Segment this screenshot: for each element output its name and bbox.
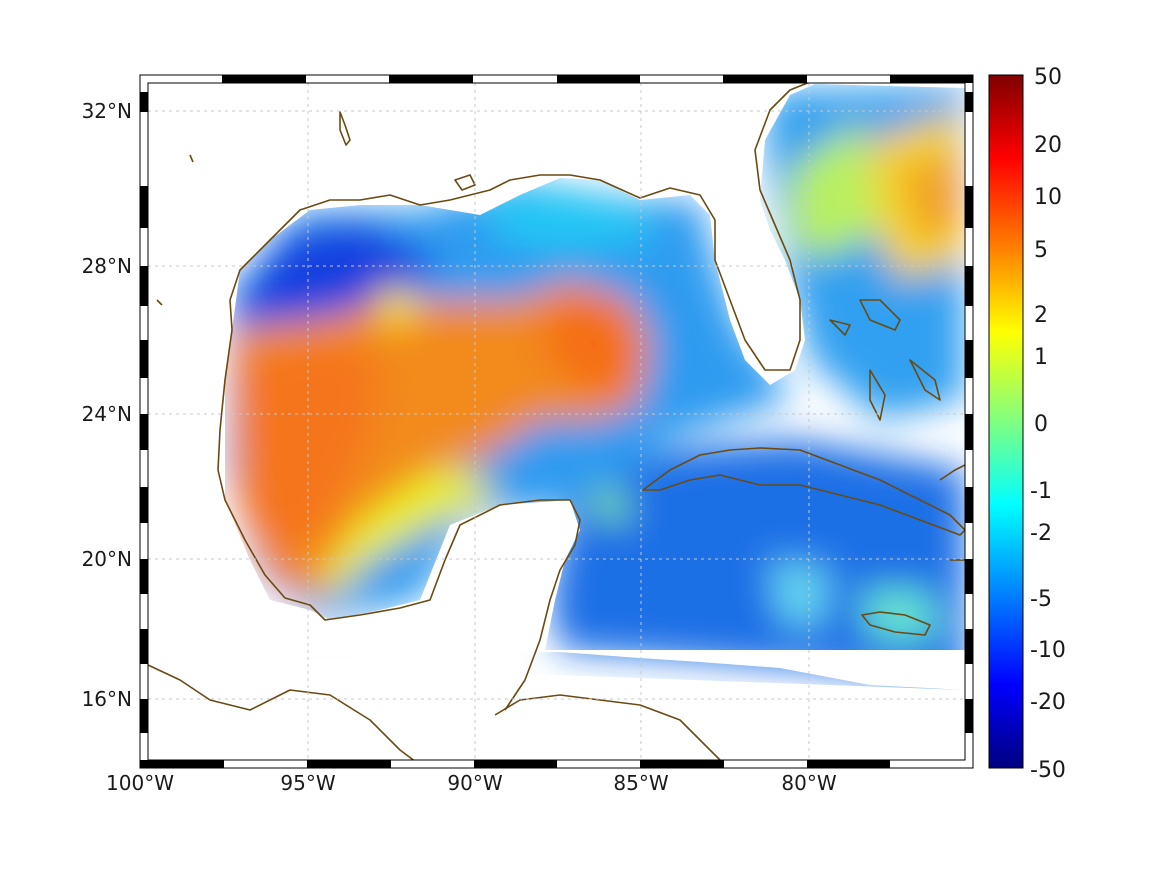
lon-tick-label: 80°W [781, 771, 836, 795]
lon-tick-label: 85°W [613, 771, 668, 795]
colorbar-label: -20 [1030, 690, 1066, 715]
colorbar: 50 20 10 5 2 1 0 -1 -2 -5 -10 -20 -50 [988, 65, 1066, 783]
colorbar-label: -5 [1030, 587, 1052, 612]
graticule [148, 83, 965, 760]
colorbar-label: -10 [1030, 638, 1066, 663]
colorbar-label: 1 [1034, 345, 1048, 370]
lat-tick-label: 28°N [82, 254, 132, 278]
colorbar-label: 20 [1034, 133, 1062, 158]
coastline [148, 83, 965, 760]
lat-tick-label: 32°N [82, 99, 132, 123]
lat-tick-labels: 32°N 28°N 24°N 20°N 16°N [82, 99, 132, 711]
lon-tick-label: 100°W [106, 771, 174, 795]
land-mask [148, 83, 965, 760]
lon-tick-labels: 100°W 95°W 90°W 85°W 80°W [106, 771, 837, 795]
map-frame [139, 74, 974, 769]
colorbar-label: -1 [1030, 479, 1052, 504]
colorbar-label: 5 [1034, 238, 1048, 263]
lat-tick-label: 24°N [82, 402, 132, 426]
colorbar-label: -2 [1030, 521, 1052, 546]
colorbar-scale [988, 74, 1024, 769]
colorbar-label: 2 [1034, 303, 1048, 328]
lat-tick-label: 20°N [82, 547, 132, 571]
lon-tick-label: 95°W [280, 771, 335, 795]
data-field [148, 83, 965, 760]
lat-tick-label: 16°N [82, 687, 132, 711]
colorbar-label: 10 [1034, 185, 1062, 210]
colorbar-label: 50 [1034, 65, 1062, 90]
colorbar-label: 0 [1034, 412, 1048, 437]
colorbar-label: -50 [1030, 758, 1066, 783]
lon-tick-label: 90°W [447, 771, 502, 795]
